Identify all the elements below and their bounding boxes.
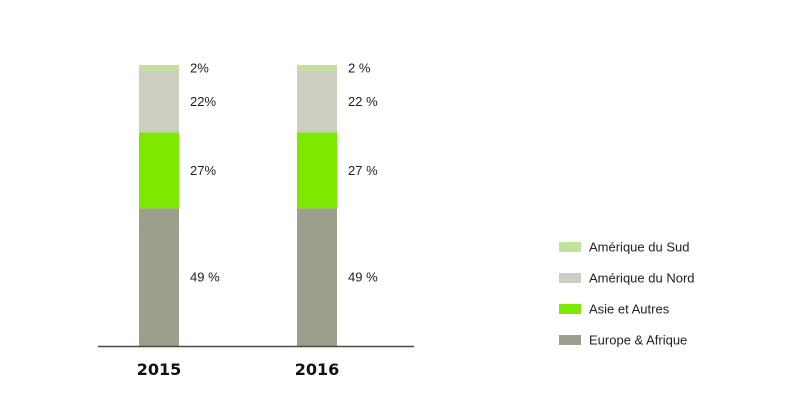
category-labels-layer: 2015 2016 [137, 360, 340, 379]
category-label-2015: 2015 [137, 360, 182, 379]
bars-layer [139, 65, 337, 346]
bar-segment-asie-et-autres-2015 [139, 132, 179, 209]
legend-label-europe-and-afrique: Europe & Afrique [589, 333, 687, 348]
legend-item-europe-and-afrique: Europe & Afrique [559, 333, 687, 348]
category-label-2016: 2016 [295, 360, 340, 379]
legend-item-amerique-du-nord: Amérique du Nord [559, 271, 695, 286]
legend-label-amerique-du-sud: Amérique du Sud [589, 240, 689, 255]
data-label-europe-and-afrique-2015: 49 % [190, 270, 220, 285]
bar-segment-europe-and-afrique-2015 [139, 208, 179, 346]
legend: Amérique du Sud Amérique du Nord Asie et A… [559, 240, 695, 348]
legend-item-asie-et-autres: Asie et Autres [559, 302, 670, 317]
data-label-amerique-du-nord-2016: 22 % [348, 94, 378, 109]
legend-swatch-europe-and-afrique [559, 335, 581, 345]
bar-segment-amerique-du-sud-2015 [139, 65, 179, 71]
bar-segment-amerique-du-sud-2016 [297, 65, 337, 71]
bar-segment-europe-and-afrique-2016 [297, 208, 337, 346]
legend-label-amerique-du-nord: Amérique du Nord [589, 271, 695, 286]
legend-swatch-amerique-du-sud [559, 242, 581, 252]
data-label-asie-et-autres-2015: 27% [190, 163, 216, 178]
bar-segment-asie-et-autres-2016 [297, 132, 337, 209]
segment-labels-layer: 49 % 27% 22% 2% 49 % 27 % 22 % 2 % [190, 60, 378, 284]
data-label-asie-et-autres-2016: 27 % [348, 163, 378, 178]
legend-swatch-amerique-du-nord [559, 273, 581, 283]
data-label-amerique-du-sud-2015: 2% [190, 60, 209, 75]
legend-label-asie-et-autres: Asie et Autres [589, 302, 670, 317]
bar-segment-amerique-du-nord-2016 [297, 70, 337, 133]
bar-segment-amerique-du-nord-2015 [139, 70, 179, 133]
data-label-europe-and-afrique-2016: 49 % [348, 270, 378, 285]
legend-swatch-asie-et-autres [559, 304, 581, 314]
data-label-amerique-du-sud-2016: 2 % [348, 60, 371, 75]
legend-item-amerique-du-sud: Amérique du Sud [559, 240, 689, 255]
data-label-amerique-du-nord-2015: 22% [190, 94, 216, 109]
